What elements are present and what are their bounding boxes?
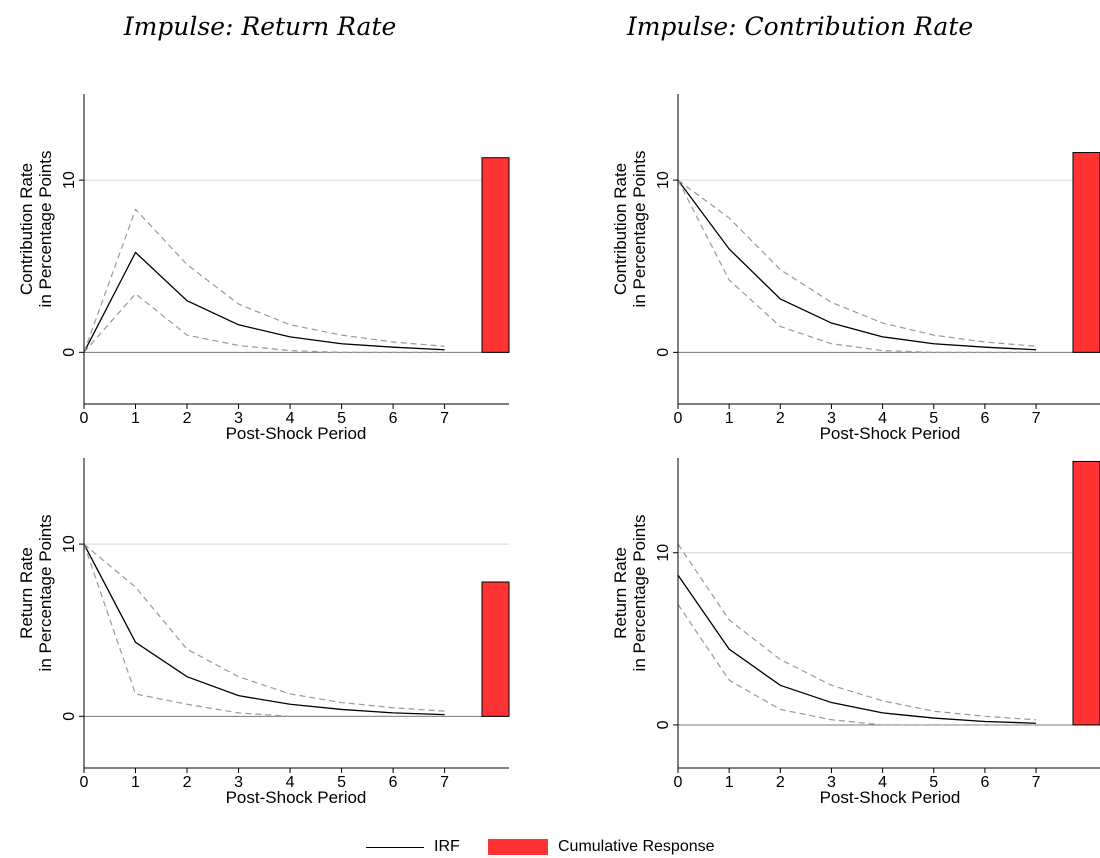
y-tick-label: 0 [655, 348, 672, 357]
column-title-left: Impulse: Return Rate [123, 12, 397, 41]
series-irf-line [677, 179, 1037, 351]
x-tick-label: 1 [131, 410, 140, 427]
x-tick-label: 3 [827, 774, 836, 791]
series-lower-band-line [677, 179, 1037, 353]
cumulative-response-bar [1072, 460, 1100, 726]
series-irf-line [83, 251, 445, 353]
y-axis-title-line: Return Rate [17, 547, 36, 639]
x-tick-label: 7 [440, 774, 449, 791]
panel-top-left: 0 1 2 3 4 5 6 7 Post-Shock Period 0 10 Contribution… [17, 94, 510, 443]
legend-cumulative-label: Cumulative Response [558, 838, 715, 855]
cumulative-response-bar [1072, 152, 1100, 353]
legend-cumulative-swatch-icon [488, 839, 548, 855]
y-axis-title: Contribution Ratein Percentage Points [17, 151, 55, 308]
series-upper-band-line [83, 543, 445, 712]
series-upper-band-line [677, 179, 1037, 347]
x-tick-label: 0 [80, 410, 89, 427]
x-axis-title: Post-Shock Period [820, 424, 961, 443]
y-axis-title-line: in Percentage Points [630, 515, 649, 672]
y-tick-label: 10 [655, 171, 672, 189]
y-tick-label: 0 [61, 348, 78, 357]
x-tick-label: 4 [878, 774, 887, 791]
y-axis-title: Return Ratein Percentage Points [611, 515, 649, 672]
y-tick-label: 0 [655, 720, 672, 729]
series-lower-band-line [83, 292, 445, 353]
y-tick-label: 10 [655, 544, 672, 562]
x-tick-label: 5 [929, 410, 938, 427]
x-tick-label: 1 [725, 774, 734, 791]
x-tick-label: 3 [827, 410, 836, 427]
x-tick-label: 6 [980, 410, 989, 427]
x-tick-label: 5 [337, 410, 346, 427]
x-tick-label: 2 [776, 410, 785, 427]
y-axis-title: Contribution Ratein Percentage Points [611, 151, 649, 308]
x-tick-label: 2 [776, 774, 785, 791]
x-tick-label: 7 [1032, 774, 1041, 791]
cumulative-response-bar [481, 157, 510, 353]
legend-irf-label: IRF [434, 838, 460, 855]
x-axis-title: Post-Shock Period [820, 788, 961, 807]
y-axis-title-line: in Percentage Points [36, 151, 55, 308]
x-tick-label: 5 [337, 774, 346, 791]
x-tick-label: 1 [131, 774, 140, 791]
column-title-right: Impulse: Contribution Rate [626, 12, 974, 41]
x-tick-label: 1 [725, 410, 734, 427]
x-axis-title: Post-Shock Period [226, 788, 367, 807]
panel-bottom-left: 0 1 2 3 4 5 6 7 Post-Shock Period 0 10 Return Ratei… [17, 458, 510, 807]
series-upper-band-line [677, 543, 1037, 721]
y-tick-label: 10 [61, 535, 78, 553]
x-tick-label: 3 [234, 410, 243, 427]
y-axis-title-line: Contribution Rate [611, 163, 630, 295]
x-axis-title: Post-Shock Period [226, 424, 367, 443]
y-axis-title-line: Contribution Rate [17, 163, 36, 295]
x-tick-label: 2 [183, 410, 192, 427]
x-tick-label: 4 [286, 774, 295, 791]
y-axis-title-line: in Percentage Points [36, 515, 55, 672]
x-tick-label: 5 [929, 774, 938, 791]
x-tick-label: 0 [674, 410, 683, 427]
cumulative-response-bar [481, 581, 510, 717]
y-tick-label: 10 [61, 171, 78, 189]
x-tick-label: 6 [389, 410, 398, 427]
series-irf-line [83, 543, 445, 716]
y-axis-title: Return Ratein Percentage Points [17, 515, 55, 672]
x-tick-label: 2 [183, 774, 192, 791]
legend: IRF Cumulative Response [0, 838, 1100, 858]
y-axis-title-line: Return Rate [611, 547, 630, 639]
x-tick-label: 0 [674, 774, 683, 791]
x-tick-label: 7 [1032, 410, 1041, 427]
legend-item-irf: IRF [366, 838, 460, 856]
series-irf-line [677, 574, 1037, 724]
panel-top-right: 0 1 2 3 4 5 6 7 Post-Shock Period 0 10 Contribution… [611, 94, 1100, 443]
x-tick-label: 3 [234, 774, 243, 791]
x-tick-label: 4 [286, 410, 295, 427]
x-tick-label: 6 [980, 774, 989, 791]
x-tick-label: 0 [80, 774, 89, 791]
legend-item-cumulative: Cumulative Response [488, 838, 715, 856]
panel-bottom-right: 0 1 2 3 4 5 6 7 Post-Shock Period 0 10 Return Ratei… [611, 458, 1100, 807]
x-tick-label: 4 [878, 410, 887, 427]
series-upper-band-line [83, 208, 445, 353]
y-tick-label: 0 [61, 712, 78, 721]
series-lower-band-line [83, 543, 445, 717]
x-tick-label: 6 [389, 774, 398, 791]
legend-irf-line-icon [366, 846, 424, 848]
x-tick-label: 7 [440, 410, 449, 427]
series-lower-band-line [677, 604, 1037, 726]
y-axis-title-line: in Percentage Points [630, 151, 649, 308]
